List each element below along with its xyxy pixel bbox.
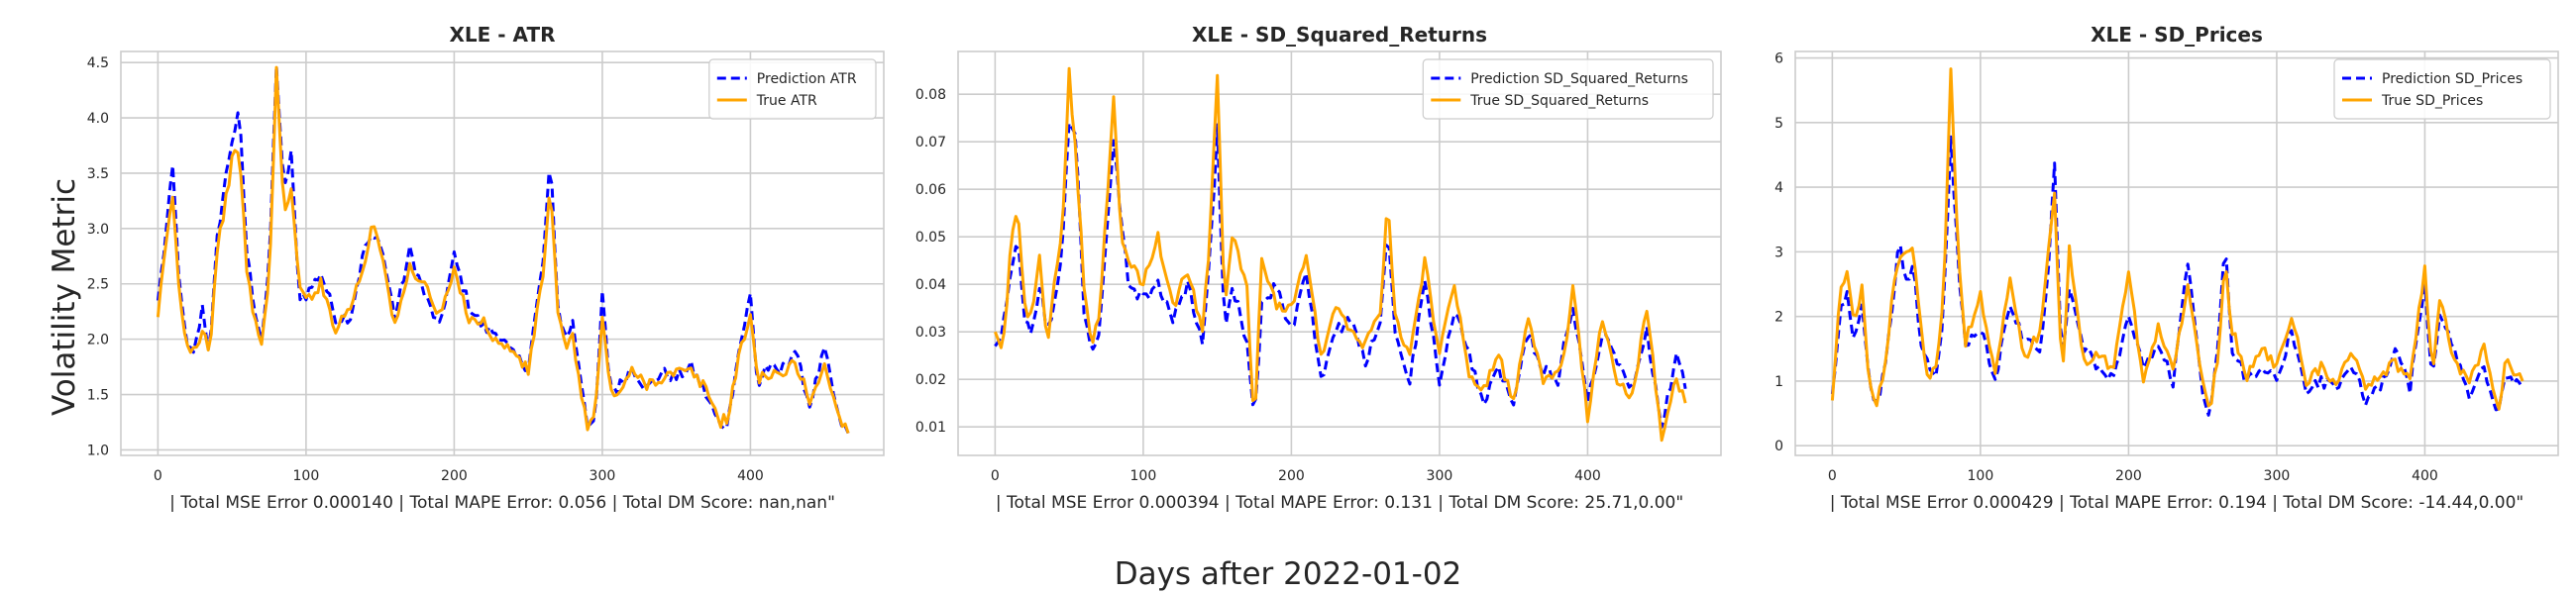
x-tick-label: 0 bbox=[154, 468, 162, 484]
y-tick-label: 1.5 bbox=[87, 388, 109, 404]
y-tick-label: 0.06 bbox=[915, 182, 946, 198]
y-tick-label: 2 bbox=[1774, 310, 1783, 326]
axes-2: 0 100 200 300 400 0.01 0.02 0.03 0.04 0.05 0.06 0.0… bbox=[915, 23, 1722, 513]
axes-1: 0 100 200 300 400 1.0 1.5 2.0 2.5 3.0 3.5 4.0 4.5 XL… bbox=[87, 23, 885, 513]
x-tick-label: 0 bbox=[991, 468, 1000, 484]
chart-title-2: XLE - SD_Squared_Returns bbox=[1192, 23, 1487, 47]
x-tick-label: 100 bbox=[293, 468, 320, 484]
y-tick-label: 0 bbox=[1774, 439, 1783, 454]
y-tick-label: 4.5 bbox=[87, 55, 109, 71]
y-tick-label: 3.5 bbox=[87, 166, 109, 182]
legend-1: Prediction ATR True ATR bbox=[708, 58, 877, 120]
y-tick-label: 5 bbox=[1774, 116, 1783, 132]
legend-label: Prediction SD_Squared_Returns bbox=[1470, 71, 1688, 87]
x-tick-label: 100 bbox=[1130, 468, 1157, 484]
x-tick-label: 300 bbox=[590, 468, 616, 484]
chart-title-1: XLE - ATR bbox=[449, 23, 555, 47]
x-tick-label: 200 bbox=[2115, 468, 2142, 484]
x-tick-label: 200 bbox=[441, 468, 468, 484]
series-3 bbox=[1830, 67, 2524, 417]
x-tick-label: 300 bbox=[2264, 468, 2291, 484]
grid-2 bbox=[958, 51, 1721, 455]
legend-box bbox=[1422, 58, 1714, 120]
legend-box bbox=[2333, 58, 2551, 120]
y-tick-label: 3.0 bbox=[87, 222, 109, 238]
legend-label: Prediction SD_Prices bbox=[2382, 71, 2522, 87]
ticks-2: 0 100 200 300 400 0.01 0.02 0.03 0.04 0.05 0.06 0.0… bbox=[915, 87, 1601, 484]
y-tick-label: 4.0 bbox=[87, 111, 109, 127]
true-series-line bbox=[1830, 67, 2524, 411]
y-tick-label: 3 bbox=[1774, 245, 1783, 260]
figure-xlabel: Days after 2022-01-02 bbox=[1115, 556, 1462, 592]
y-tick-label: 0.08 bbox=[915, 87, 946, 103]
figure-ylabel: Volatility Metric bbox=[47, 178, 82, 416]
y-tick-label: 0.02 bbox=[915, 372, 946, 388]
x-tick-label: 0 bbox=[1828, 468, 1837, 484]
legend-box bbox=[708, 58, 877, 120]
x-axis-label-2: | Total MSE Error 0.000394 | Total MAPE … bbox=[996, 493, 1683, 513]
y-tick-label: 1 bbox=[1774, 374, 1783, 390]
axes-3: 0 100 200 300 400 0 1 2 3 4 5 6 XLE - SD_Prices | T… bbox=[1774, 23, 2559, 513]
true-series-line bbox=[994, 66, 1687, 443]
ticks-1: 0 100 200 300 400 1.0 1.5 2.0 2.5 3.0 3.5 4.0 4.5 bbox=[87, 55, 764, 484]
x-tick-label: 400 bbox=[1574, 468, 1601, 484]
y-tick-label: 4 bbox=[1774, 180, 1783, 196]
legend-label: True ATR bbox=[756, 93, 817, 109]
legend-3: Prediction SD_Prices True SD_Prices bbox=[2333, 58, 2551, 120]
series-1 bbox=[156, 64, 850, 435]
x-tick-label: 100 bbox=[1968, 468, 1994, 484]
y-tick-label: 1.0 bbox=[87, 443, 109, 458]
legend-label: Prediction ATR bbox=[757, 71, 857, 87]
legend-2: Prediction SD_Squared_Returns True SD_Squ… bbox=[1422, 58, 1714, 120]
y-tick-label: 0.03 bbox=[915, 325, 946, 341]
y-tick-label: 0.05 bbox=[915, 230, 946, 246]
true-series-line bbox=[156, 65, 850, 435]
x-axis-label-1: | Total MSE Error 0.000140 | Total MAPE … bbox=[169, 493, 835, 513]
x-tick-label: 400 bbox=[2412, 468, 2438, 484]
series-2 bbox=[994, 66, 1687, 443]
y-tick-label: 2.0 bbox=[87, 333, 109, 348]
y-tick-label: 0.07 bbox=[915, 135, 946, 150]
y-tick-label: 0.04 bbox=[915, 277, 946, 293]
y-tick-label: 0.01 bbox=[915, 420, 946, 436]
x-axis-label-3: | Total MSE Error 0.000429 | Total MAPE … bbox=[1830, 493, 2524, 513]
x-tick-label: 200 bbox=[1278, 468, 1305, 484]
legend-label: True SD_Squared_Returns bbox=[1469, 93, 1649, 109]
ticks-3: 0 100 200 300 400 0 1 2 3 4 5 6 bbox=[1774, 51, 2438, 484]
chart-title-3: XLE - SD_Prices bbox=[2091, 23, 2263, 47]
y-tick-label: 2.5 bbox=[87, 277, 109, 293]
legend-label: True SD_Prices bbox=[2381, 93, 2483, 109]
x-tick-label: 300 bbox=[1427, 468, 1453, 484]
x-tick-label: 400 bbox=[737, 468, 764, 484]
y-tick-label: 6 bbox=[1774, 51, 1783, 67]
